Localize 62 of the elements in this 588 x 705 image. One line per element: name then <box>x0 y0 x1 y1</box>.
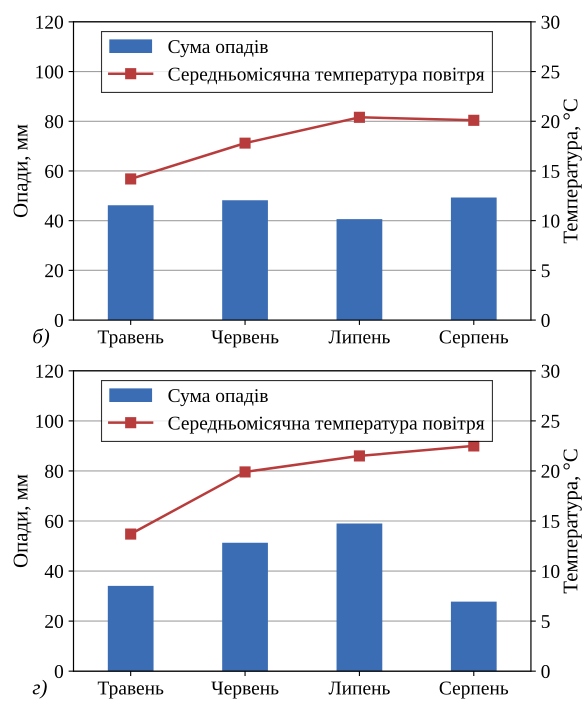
x-tick-label: Травень <box>98 682 164 699</box>
y-tick-label: 80 <box>45 464 64 478</box>
point <box>125 173 136 184</box>
legend-label: Сума опадів <box>168 40 268 58</box>
y2-tick-label: 0 <box>541 664 550 678</box>
point <box>468 114 480 126</box>
y2-tick-label: 30 <box>542 16 560 29</box>
bar <box>450 602 497 672</box>
x-tick-label: Серпень <box>440 330 508 348</box>
x-tick-label: Серпень <box>440 682 508 699</box>
y2-tick-label: 5 <box>542 615 550 628</box>
x-tick-label: Червень <box>211 682 278 699</box>
point <box>125 528 136 540</box>
legend-label: Середньомісячна температура повітря <box>168 416 484 434</box>
y2-axis-title: Температура, °C <box>563 99 582 244</box>
x-tick-label: Червень <box>211 330 278 348</box>
y-tick-label: 20 <box>45 614 64 628</box>
y-tick-label: 0 <box>54 664 64 678</box>
y-axis-title: Опади, мм <box>14 124 32 218</box>
y2-tick-label: 0 <box>541 314 550 328</box>
y2-tick-label: 15 <box>542 514 560 528</box>
point <box>239 466 251 478</box>
point <box>468 440 480 452</box>
x-tick-label: Травень <box>98 330 164 348</box>
y2-tick-label: 20 <box>542 115 560 128</box>
y-tick-label: 80 <box>45 115 64 128</box>
y-tick-label: 0 <box>54 314 64 328</box>
legend-label: Сума опадів <box>168 389 268 406</box>
y-tick-label: 20 <box>45 264 64 278</box>
y-tick-label: 60 <box>45 164 64 178</box>
text: г) <box>32 680 47 699</box>
y-tick-label: 120 <box>36 364 64 378</box>
bar <box>336 219 382 320</box>
point <box>354 112 365 123</box>
x-tick-label: Липень <box>328 682 390 695</box>
y2-tick-label: 20 <box>542 464 560 478</box>
y2-tick-label: 30 <box>542 364 560 378</box>
y-tick-label: 40 <box>44 214 64 228</box>
y-tick-label: 120 <box>36 16 64 29</box>
bar <box>108 205 154 320</box>
y-axis-title: Опади, мм <box>14 474 32 568</box>
y2-tick-label: 10 <box>542 214 560 228</box>
x-tick-label: Липень <box>328 330 390 344</box>
y2-tick-label: 10 <box>542 564 560 578</box>
y2-axis-title: Температура, °C <box>563 449 582 594</box>
point <box>239 138 251 149</box>
bar <box>108 586 154 672</box>
y2-tick-label: 25 <box>542 414 560 428</box>
bar <box>336 524 382 672</box>
legend-label: Середньомісячна температура повітря <box>168 68 484 85</box>
y-tick-label: 40 <box>44 564 64 578</box>
text: б) <box>33 328 50 348</box>
y-tick-label: 100 <box>36 414 64 428</box>
point <box>354 450 365 462</box>
bar <box>450 198 497 320</box>
bar <box>222 542 268 672</box>
y2-tick-label: 15 <box>542 164 560 178</box>
y2-tick-label: 25 <box>542 65 560 78</box>
bar <box>222 200 268 320</box>
y-tick-label: 100 <box>36 65 64 78</box>
y-tick-label: 60 <box>45 514 64 528</box>
y2-tick-label: 5 <box>542 264 550 278</box>
